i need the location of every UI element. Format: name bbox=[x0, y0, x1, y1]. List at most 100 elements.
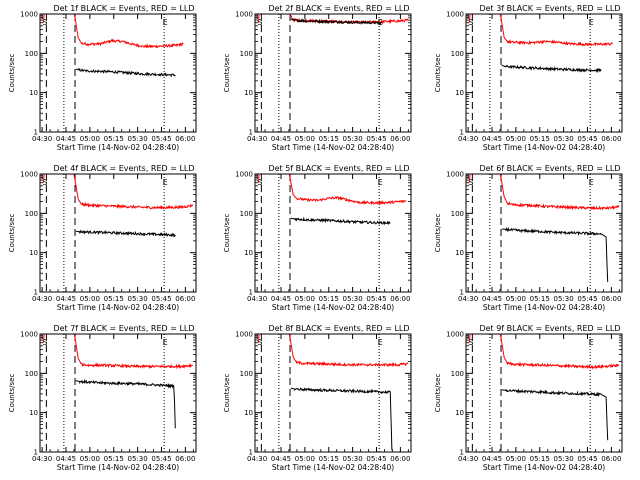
y-tick-label: 1000 bbox=[446, 331, 464, 339]
x-tick-label: 04:45 bbox=[56, 135, 76, 143]
events-series-line bbox=[290, 387, 393, 451]
x-tick-label: 05:45 bbox=[151, 455, 171, 463]
event-marker-s: S bbox=[257, 338, 262, 347]
x-tick-label: 05:45 bbox=[577, 455, 597, 463]
x-tick-label: 05:00 bbox=[295, 455, 315, 463]
y-tick-label: 1 bbox=[34, 129, 38, 137]
lld-series-line bbox=[468, 174, 620, 211]
x-tick-label: 05:15 bbox=[319, 135, 339, 143]
panel-title: Det 8f BLACK = Events, RED = LLD bbox=[268, 324, 409, 333]
x-axis-label: Start Time (14-Nov-02 04:28:40) bbox=[57, 303, 179, 312]
y-tick-label: 1 bbox=[34, 449, 38, 457]
panel-title: Det 6f BLACK = Events, RED = LLD bbox=[479, 164, 620, 173]
x-tick-label: 04:30 bbox=[247, 135, 267, 143]
plot-frame bbox=[254, 173, 412, 293]
y-axis-label: Counts/sec bbox=[223, 54, 231, 93]
panel-2: Det 2f BLACK = Events, RED = LLD 1 10 100 10… bbox=[223, 4, 412, 152]
x-tick-label: 04:45 bbox=[482, 295, 502, 303]
y-tick-label: 100 bbox=[25, 370, 38, 378]
y-tick-label: 1000 bbox=[446, 11, 464, 19]
panel-7: Det 7f BLACK = Events, RED = LLD 1 10 100 10… bbox=[8, 324, 197, 472]
events-series-line bbox=[290, 18, 383, 26]
lld-series-line bbox=[42, 174, 194, 210]
event-marker-s: S bbox=[257, 178, 262, 187]
panel-4: Det 4f BLACK = Events, RED = LLD 1 10 100 10… bbox=[8, 164, 197, 312]
x-tick-label: 06:00 bbox=[175, 135, 195, 143]
y-axis-label: Counts/sec bbox=[434, 214, 442, 253]
x-tick-label: 05:30 bbox=[343, 295, 363, 303]
x-tick-label: 04:45 bbox=[271, 135, 291, 143]
lld-series-line bbox=[468, 14, 613, 47]
x-axis-label: Start Time (14-Nov-02 04:28:40) bbox=[57, 143, 179, 152]
lld-series-line bbox=[42, 334, 193, 370]
y-tick-label: 1 bbox=[249, 449, 253, 457]
x-tick-label: 04:45 bbox=[271, 455, 291, 463]
plot-frame bbox=[39, 13, 197, 133]
x-tick-label: 05:15 bbox=[319, 455, 339, 463]
events-series-line bbox=[501, 226, 609, 283]
y-tick-label: 10 bbox=[29, 249, 38, 257]
x-axis-label: Start Time (14-Nov-02 04:28:40) bbox=[272, 303, 394, 312]
x-tick-label: 04:45 bbox=[271, 295, 291, 303]
plot-frame bbox=[39, 333, 197, 453]
plot-frame bbox=[39, 173, 197, 293]
x-tick-label: 04:45 bbox=[482, 135, 502, 143]
event-marker-s: S bbox=[468, 178, 473, 187]
lld-series-line bbox=[257, 174, 407, 206]
events-series-line bbox=[75, 229, 176, 238]
x-tick-label: 05:15 bbox=[530, 135, 550, 143]
event-marker-e: E bbox=[589, 178, 594, 187]
x-tick-label: 05:15 bbox=[530, 295, 550, 303]
x-tick-label: 04:45 bbox=[56, 295, 76, 303]
y-tick-label: 100 bbox=[240, 50, 253, 58]
event-marker-s: S bbox=[257, 18, 262, 27]
x-tick-label: 05:45 bbox=[577, 135, 597, 143]
x-tick-label: 05:45 bbox=[366, 455, 386, 463]
lld-series-line bbox=[468, 334, 620, 370]
panel-9: Det 9f BLACK = Events, RED = LLD 1 10 100 10… bbox=[434, 324, 623, 472]
x-tick-label: 05:45 bbox=[577, 295, 597, 303]
x-tick-label: 04:30 bbox=[32, 135, 52, 143]
panel-5: Det 5f BLACK = Events, RED = LLD 1 10 100 10… bbox=[223, 164, 412, 312]
x-tick-label: 06:00 bbox=[601, 135, 621, 143]
x-axis-label: Start Time (14-Nov-02 04:28:40) bbox=[483, 303, 605, 312]
x-tick-label: 05:00 bbox=[295, 295, 315, 303]
y-tick-label: 10 bbox=[455, 249, 464, 257]
y-tick-label: 1 bbox=[460, 129, 464, 137]
plot-frame bbox=[465, 13, 623, 133]
x-tick-label: 05:00 bbox=[80, 295, 100, 303]
y-tick-label: 10 bbox=[244, 409, 253, 417]
y-axis-label: Counts/sec bbox=[434, 54, 442, 93]
panel-title: Det 5f BLACK = Events, RED = LLD bbox=[268, 164, 409, 173]
panel-title: Det 3f BLACK = Events, RED = LLD bbox=[479, 4, 620, 13]
event-marker-s: S bbox=[42, 18, 47, 27]
y-tick-label: 100 bbox=[451, 50, 464, 58]
x-tick-label: 04:45 bbox=[482, 455, 502, 463]
y-tick-label: 10 bbox=[29, 89, 38, 97]
y-tick-label: 1000 bbox=[20, 331, 38, 339]
events-series-line bbox=[501, 64, 602, 74]
y-tick-label: 1 bbox=[249, 129, 253, 137]
x-tick-label: 04:30 bbox=[32, 455, 52, 463]
x-tick-label: 06:00 bbox=[390, 135, 410, 143]
lld-series-line bbox=[257, 334, 409, 368]
x-tick-label: 05:45 bbox=[151, 135, 171, 143]
x-axis-label: Start Time (14-Nov-02 04:28:40) bbox=[272, 463, 394, 472]
y-tick-label: 1000 bbox=[235, 11, 253, 19]
x-tick-label: 06:00 bbox=[175, 295, 195, 303]
y-tick-label: 100 bbox=[451, 210, 464, 218]
panel-title: Det 4f BLACK = Events, RED = LLD bbox=[53, 164, 194, 173]
y-tick-label: 1000 bbox=[20, 171, 38, 179]
y-tick-label: 100 bbox=[451, 370, 464, 378]
y-tick-label: 1000 bbox=[20, 11, 38, 19]
y-tick-label: 1 bbox=[460, 449, 464, 457]
plot-frame bbox=[465, 333, 623, 453]
event-marker-e: E bbox=[589, 338, 594, 347]
x-axis-label: Start Time (14-Nov-02 04:28:40) bbox=[483, 463, 605, 472]
x-tick-label: 06:00 bbox=[601, 295, 621, 303]
x-tick-label: 05:00 bbox=[506, 135, 526, 143]
x-axis-label: Start Time (14-Nov-02 04:28:40) bbox=[57, 463, 179, 472]
x-tick-label: 05:30 bbox=[128, 455, 148, 463]
